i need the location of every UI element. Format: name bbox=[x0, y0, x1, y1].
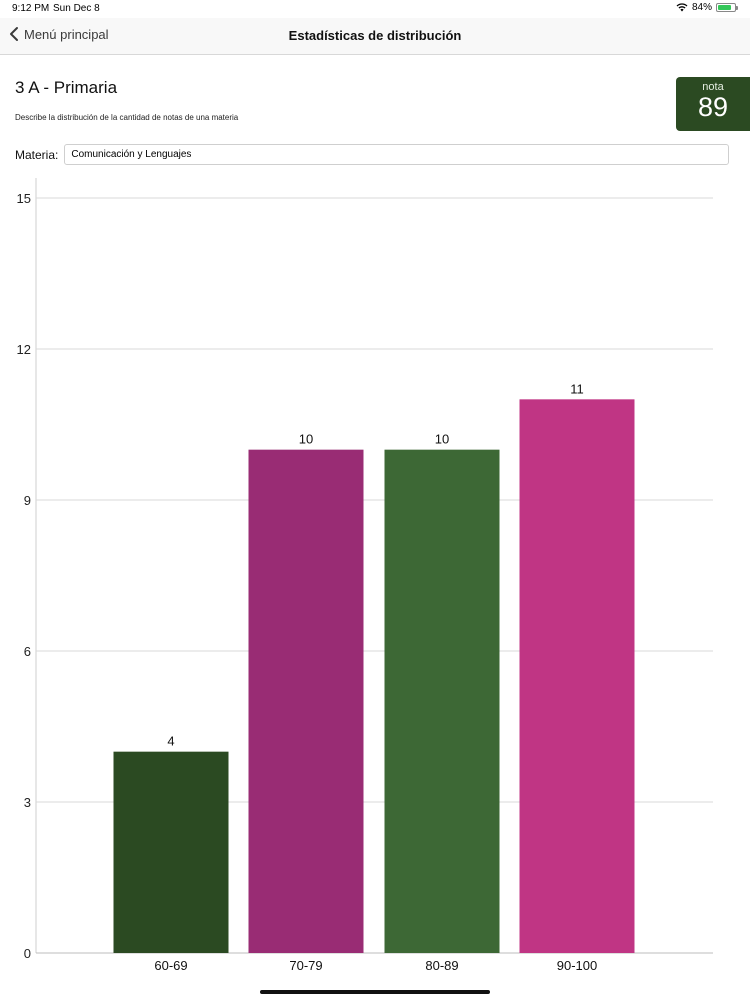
chevron-left-icon bbox=[10, 27, 18, 41]
subject-row: Materia: Comunicación y Lenguajes bbox=[15, 144, 730, 165]
subject-label: Materia: bbox=[15, 147, 59, 162]
status-date: Sun Dec 8 bbox=[53, 3, 100, 14]
battery-icon bbox=[716, 3, 738, 12]
grade-value: 89 bbox=[697, 92, 729, 122]
y-tick-label: 12 bbox=[17, 342, 31, 357]
y-tick-label: 9 bbox=[24, 493, 31, 508]
home-indicator bbox=[260, 990, 490, 994]
x-tick-label: 60-69 bbox=[154, 958, 187, 973]
bar-value-label: 10 bbox=[299, 432, 313, 447]
back-button[interactable]: Menú principal bbox=[8, 26, 109, 42]
x-tick-label: 80-89 bbox=[425, 958, 458, 973]
y-tick-label: 0 bbox=[24, 946, 31, 961]
navigation-bar: Menú principal Estadísticas de distribuc… bbox=[0, 18, 750, 55]
bar bbox=[113, 751, 229, 953]
subject-field[interactable]: Comunicación y Lenguajes bbox=[64, 144, 730, 165]
distribution-bar-chart: 0 3 6 9 12 15 4 60-69 10 70-79 10 80-89 11 90-100 bbox=[17, 178, 713, 973]
back-button-label: Menú principal bbox=[24, 26, 109, 42]
bar bbox=[384, 449, 500, 953]
y-tick-label: 3 bbox=[24, 795, 31, 810]
wifi-icon bbox=[676, 3, 688, 12]
status-bar: 9:12 PM Sun Dec 8 84% bbox=[0, 0, 750, 18]
bar-value-label: 11 bbox=[570, 381, 584, 396]
status-indicators: 84% bbox=[676, 2, 738, 13]
bar-value-label: 4 bbox=[167, 734, 174, 749]
bar bbox=[519, 399, 635, 953]
bar bbox=[248, 449, 364, 953]
bar-value-label: 10 bbox=[435, 432, 449, 447]
class-description: Describe la distribución de la cantidad … bbox=[15, 113, 239, 122]
status-time: 9:12 PM bbox=[12, 3, 50, 14]
page-title: Estadísticas de distribución bbox=[288, 28, 462, 43]
battery-percent: 84% bbox=[691, 2, 712, 13]
class-title: 3 A - Primaria bbox=[15, 78, 118, 97]
grade-badge: nota 89 bbox=[676, 77, 750, 131]
x-tick-label: 70-79 bbox=[289, 958, 322, 973]
y-tick-label: 15 bbox=[17, 191, 31, 206]
grade-label: nota bbox=[702, 81, 724, 93]
x-tick-label: 90-100 bbox=[557, 958, 597, 973]
y-tick-label: 6 bbox=[24, 644, 31, 659]
